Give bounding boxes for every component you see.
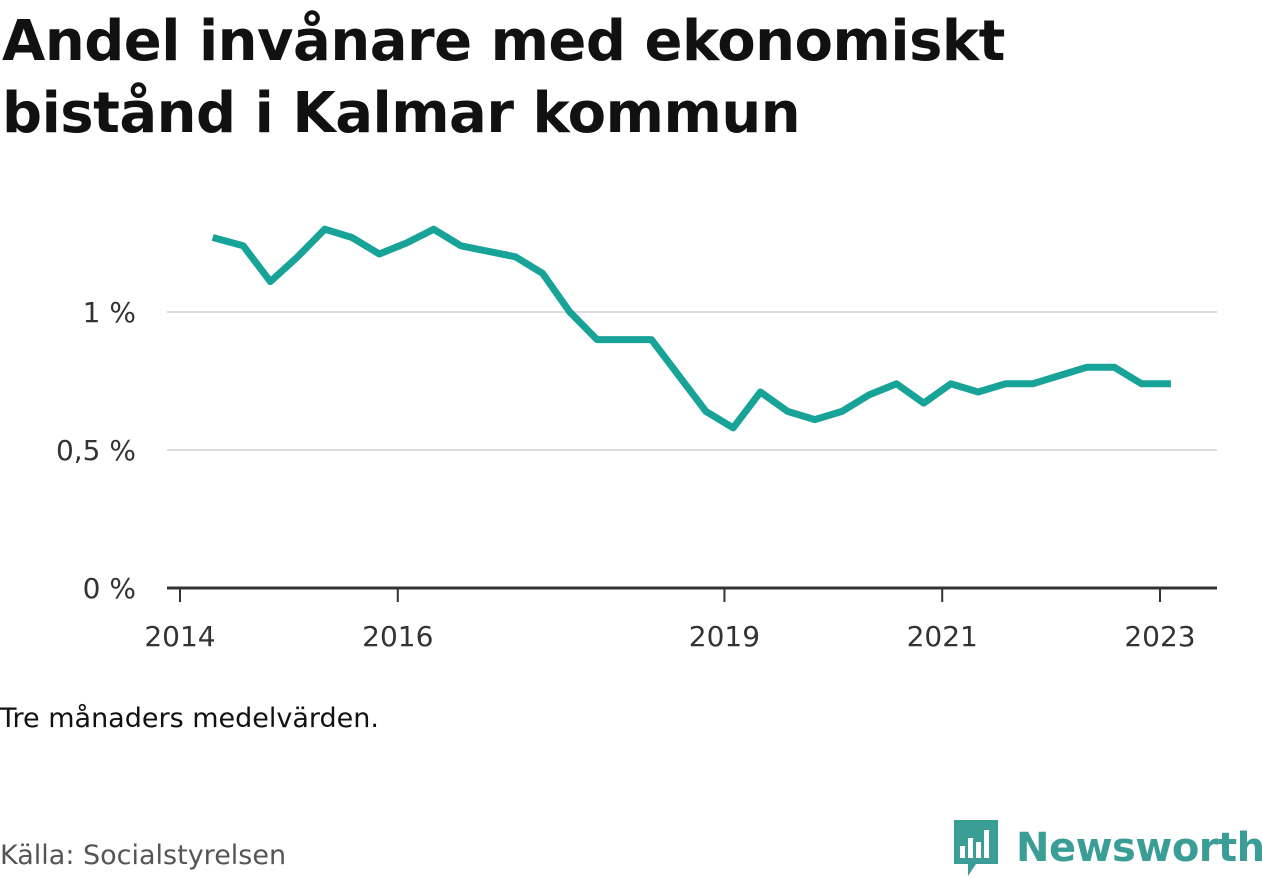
chart-note: Tre månaders medelvärden. [0,703,379,734]
grid-lines [167,311,1217,451]
x-tick-label: 2019 [689,620,760,653]
x-tick-label: 2023 [1124,620,1195,653]
brand-name: Newsworthy [1016,825,1262,871]
source-label: Källa: Socialstyrelsen [0,840,287,871]
newsworthy-logo-icon [954,820,998,876]
x-tick-label: 2021 [907,620,978,653]
plot-area [211,225,1171,432]
y-tick-label: 1 % [83,296,136,329]
y-tick-label: 0,5 % [56,434,136,467]
x-tick-label: 2014 [144,620,215,653]
y-axis: 0 % 0,5 % 1 % [56,296,136,605]
y-tick-label: 0 % [83,572,136,605]
x-tick-label: 2016 [362,620,433,653]
chart-title: Andel invånare med ekonomiskt bistånd i … [2,9,1005,146]
line-chart: 0 % 0,5 % 1 % 2014 2016 2019 2021 2023 [56,225,1217,653]
x-axis: 2014 2016 2019 2021 2023 [144,586,1217,653]
series-line [211,225,1171,432]
brand-logo: Newsworthy [950,818,1262,878]
